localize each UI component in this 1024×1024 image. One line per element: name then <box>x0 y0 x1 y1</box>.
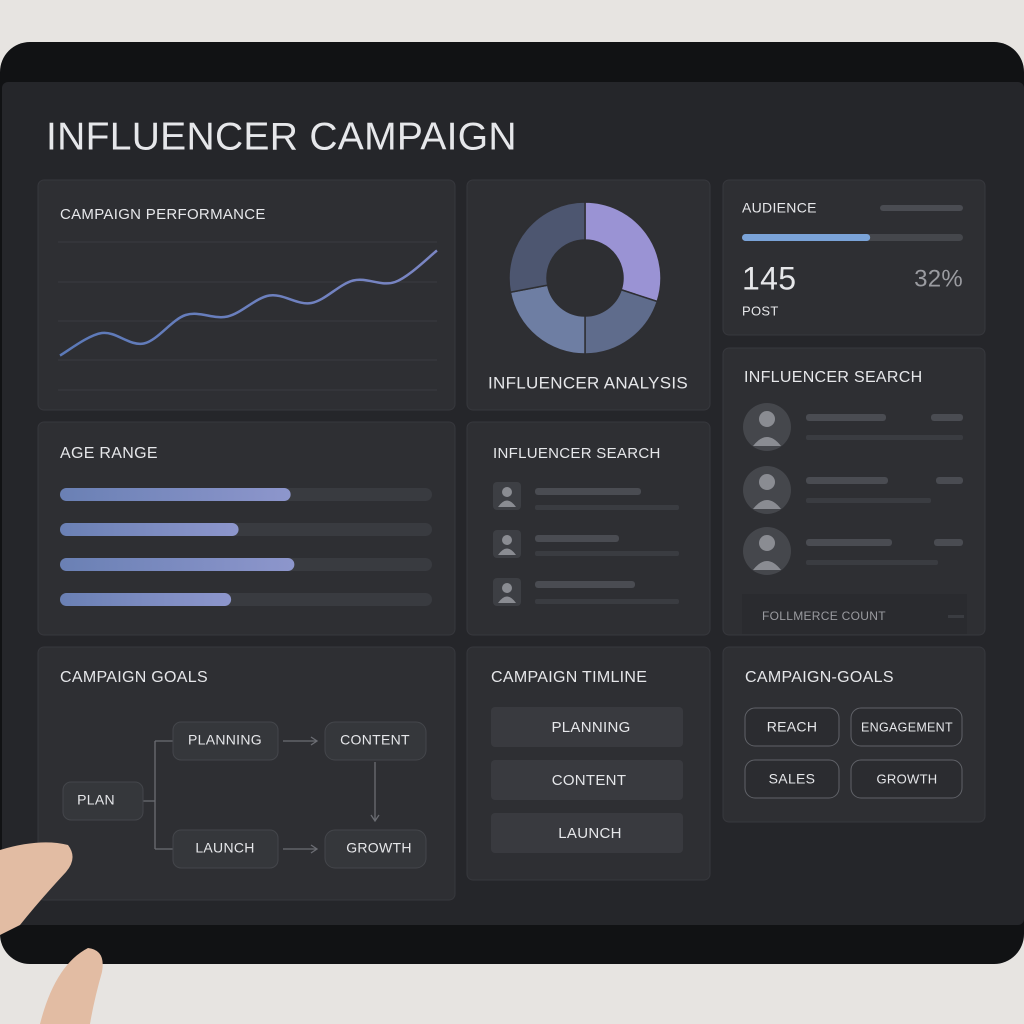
node-label: CONTENT <box>340 732 410 748</box>
performance-line <box>59 249 438 357</box>
panel-title: INFLUENCER SEARCH <box>493 445 661 462</box>
panel-title: CAMPAIGN-GOALS <box>745 669 894 686</box>
placeholder <box>931 414 963 421</box>
avatar <box>743 527 791 575</box>
avatar <box>743 466 791 514</box>
flow-node <box>324 721 427 761</box>
timeline-step[interactable] <box>491 813 683 853</box>
placeholder <box>806 560 938 565</box>
panel-title: AUDIENCE <box>742 200 817 216</box>
chart-grid <box>58 241 437 391</box>
placeholder <box>880 205 963 211</box>
placeholder <box>806 498 931 503</box>
avatar <box>493 530 521 558</box>
avatar <box>493 578 521 606</box>
tag-label: REACH <box>767 719 818 735</box>
node-label: PLANNING <box>188 732 262 748</box>
placeholder <box>535 505 679 510</box>
goal-tag[interactable] <box>744 707 840 747</box>
placeholder <box>936 477 963 484</box>
placeholder <box>806 414 886 421</box>
node-label: PLAN <box>77 792 115 808</box>
footer-label: FOLLMERCE COUNT <box>762 609 886 623</box>
donut-segment <box>508 201 586 294</box>
influencer-list <box>493 482 679 606</box>
post-count: 145 <box>742 260 796 296</box>
panel-title: CAMPAIGN PERFORMANCE <box>60 206 266 223</box>
progress-fill <box>742 234 871 241</box>
post-label: POST <box>742 303 779 318</box>
panel-title: CAMPAIGN TIMLINE <box>491 669 647 686</box>
tag-label: SALES <box>769 771 816 787</box>
age-bar <box>60 523 239 536</box>
goal-tag[interactable] <box>850 707 963 747</box>
influencer-list <box>743 403 963 575</box>
panel-title: INFLUENCER ANALYSIS <box>488 373 688 392</box>
avatar <box>743 403 791 451</box>
placeholder <box>535 488 641 495</box>
hand <box>0 842 103 1024</box>
flow-node <box>324 829 427 869</box>
timeline-step[interactable] <box>491 707 683 747</box>
donut-segment <box>584 201 662 303</box>
age-bar <box>60 558 295 571</box>
placeholder <box>948 615 964 618</box>
placeholder <box>535 599 679 604</box>
node-label: LAUNCH <box>195 840 254 856</box>
placeholder <box>535 551 679 556</box>
flow-node <box>172 829 279 869</box>
step-label: CONTENT <box>552 772 627 789</box>
goal-tag[interactable] <box>850 759 963 799</box>
placeholder <box>535 535 619 542</box>
age-bar <box>60 593 232 606</box>
page-title: INFLUENCER CAMPAIGN <box>46 115 517 158</box>
placeholder <box>934 539 963 546</box>
step-label: PLANNING <box>551 719 630 736</box>
share: 32% <box>914 265 963 292</box>
panel-title: INFLUENCER SEARCH <box>744 369 922 386</box>
avatar <box>493 482 521 510</box>
performance-panel <box>37 179 456 411</box>
footer-bar <box>742 594 967 634</box>
placeholder <box>806 539 892 546</box>
timeline-step[interactable] <box>491 760 683 800</box>
panel-title: CAMPAIGN GOALS <box>60 669 208 686</box>
goal-tag[interactable] <box>744 759 840 799</box>
placeholder <box>535 581 635 588</box>
age-bar <box>60 488 291 501</box>
step-label: LAUNCH <box>558 825 621 842</box>
placeholder <box>806 477 888 484</box>
flow-node <box>172 721 279 761</box>
search-panel <box>466 421 711 636</box>
flow-node <box>62 781 144 821</box>
audience-panel <box>722 179 986 336</box>
placeholder <box>806 435 963 440</box>
flow-connectors <box>143 736 380 854</box>
panel-title: AGE RANGE <box>60 445 158 462</box>
tag-label: ENGAGEMENT <box>861 720 953 734</box>
tag-label: GROWTH <box>876 771 937 786</box>
node-label: GROWTH <box>346 840 412 856</box>
